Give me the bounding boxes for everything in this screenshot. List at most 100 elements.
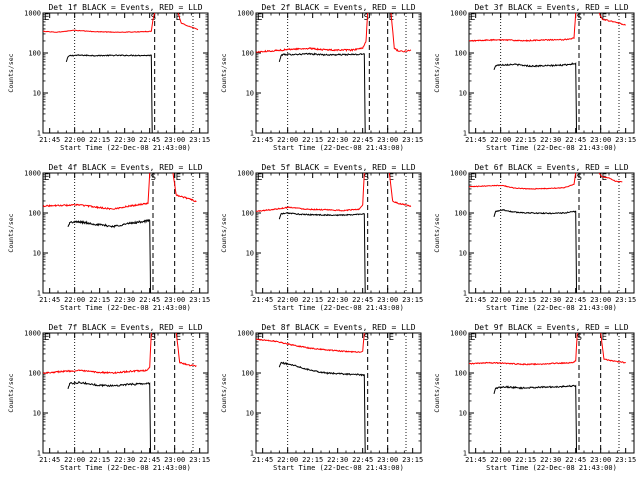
y-tick-label: 10 — [33, 410, 41, 418]
events-series-line — [493, 62, 577, 133]
end-marker-label: E — [602, 13, 607, 23]
y-axis-label: Counts/sec — [7, 373, 15, 412]
y-tick-label: 1 — [37, 450, 41, 458]
x-tick-label: 22:30 — [114, 456, 135, 464]
x-tick-label: 21:45 — [465, 136, 486, 144]
x-tick-label: 23:15 — [189, 456, 210, 464]
corner-marker-label: E — [257, 333, 262, 343]
y-axis-label: Counts/sec — [433, 213, 441, 252]
y-tick-label: 1000 — [450, 330, 467, 338]
x-tick-label: 22:30 — [540, 456, 561, 464]
lld-series-continuation-line — [177, 13, 199, 31]
lld-series-line — [43, 333, 152, 375]
panel-3: Det 3f BLACK = Events, RED = LLD 1 10 100 10… — [433, 3, 636, 152]
x-tick-label: 23:00 — [377, 136, 398, 144]
y-tick-label: 1 — [37, 130, 41, 138]
x-tick-label: 23:15 — [402, 456, 423, 464]
x-tick-label: 22:15 — [89, 296, 110, 304]
y-tick-label: 10 — [246, 250, 254, 258]
y-tick-label: 1 — [250, 290, 254, 298]
events-series-line — [67, 218, 151, 293]
x-tick-label: 22:15 — [515, 136, 536, 144]
x-tick-label: 22:30 — [540, 296, 561, 304]
panel-title: Det 4f BLACK = Events, RED = LLD — [48, 163, 202, 172]
x-tick-label: 22:15 — [89, 456, 110, 464]
y-tick-label: 1000 — [24, 330, 41, 338]
panel-title: Det 1f BLACK = Events, RED = LLD — [48, 3, 202, 12]
panel-1: Det 1f BLACK = Events, RED = LLD 1 10 100 10… — [7, 3, 210, 152]
lld-series-continuation-line — [598, 173, 623, 183]
lld-series-continuation-line — [388, 173, 412, 207]
x-tick-label: 23:15 — [615, 296, 636, 304]
x-tick-label: 22:45 — [565, 456, 586, 464]
start-marker-label: S — [364, 13, 369, 23]
x-tick-label: 22:45 — [565, 296, 586, 304]
plot-frame — [42, 12, 209, 134]
panel-5: Det 5f BLACK = Events, RED = LLD 1 10 100 10… — [220, 163, 423, 312]
y-tick-label: 10 — [33, 90, 41, 98]
y-tick-label: 1 — [463, 450, 467, 458]
corner-marker-label: E — [257, 173, 262, 183]
x-tick-label: 23:00 — [164, 456, 185, 464]
y-tick-label: 1 — [250, 130, 254, 138]
x-tick-label: 22:00 — [277, 296, 298, 304]
x-tick-label: 22:00 — [277, 456, 298, 464]
x-axis-label: Start Time (22-Dec-08 21:43:00) — [486, 464, 617, 472]
x-tick-label: 22:30 — [327, 296, 348, 304]
y-tick-label: 100 — [28, 50, 41, 58]
x-tick-label: 23:00 — [590, 456, 611, 464]
x-tick-label: 21:45 — [252, 456, 273, 464]
end-marker-label: E — [176, 333, 181, 343]
x-tick-label: 22:30 — [327, 456, 348, 464]
panel-title: Det 5f BLACK = Events, RED = LLD — [261, 163, 415, 172]
x-axis-label: Start Time (22-Dec-08 21:43:00) — [273, 304, 404, 312]
y-axis-label: Counts/sec — [220, 373, 228, 412]
y-tick-label: 100 — [454, 50, 467, 58]
x-tick-label: 23:15 — [189, 296, 210, 304]
plot-frame — [468, 12, 635, 134]
x-tick-label: 22:00 — [490, 456, 511, 464]
x-tick-label: 22:15 — [89, 136, 110, 144]
y-tick-label: 10 — [459, 410, 467, 418]
corner-marker-label: E — [44, 333, 49, 343]
plot-frame — [468, 332, 635, 454]
panel-7: Det 7f BLACK = Events, RED = LLD 1 10 100 10… — [7, 323, 210, 472]
y-tick-label: 100 — [454, 370, 467, 378]
start-marker-label: S — [577, 173, 582, 183]
x-tick-label: 22:45 — [565, 136, 586, 144]
x-axis-label: Start Time (22-Dec-08 21:43:00) — [60, 464, 191, 472]
x-tick-label: 23:00 — [164, 136, 185, 144]
lld-series-line — [43, 13, 156, 33]
x-tick-label: 22:30 — [114, 296, 135, 304]
y-axis-label: Counts/sec — [220, 53, 228, 92]
x-tick-label: 22:15 — [302, 136, 323, 144]
end-marker-label: E — [176, 173, 181, 183]
x-tick-label: 22:15 — [302, 296, 323, 304]
x-tick-label: 22:00 — [64, 136, 85, 144]
lld-series-continuation-line — [172, 173, 197, 203]
panel-title: Det 2f BLACK = Events, RED = LLD — [261, 3, 415, 12]
plot-frame — [42, 332, 209, 454]
x-tick-label: 22:45 — [139, 296, 160, 304]
x-tick-label: 22:00 — [64, 296, 85, 304]
x-tick-label: 22:45 — [352, 296, 373, 304]
y-tick-label: 100 — [28, 210, 41, 218]
lld-series-line — [469, 173, 577, 190]
x-tick-label: 23:15 — [402, 136, 423, 144]
x-tick-label: 22:00 — [490, 136, 511, 144]
start-marker-label: S — [151, 333, 156, 343]
panel-title: Det 9f BLACK = Events, RED = LLD — [474, 323, 628, 332]
y-tick-label: 1000 — [237, 10, 254, 18]
x-tick-label: 21:45 — [39, 296, 60, 304]
y-tick-label: 1000 — [24, 170, 41, 178]
y-tick-label: 10 — [33, 250, 41, 258]
y-tick-label: 1 — [37, 290, 41, 298]
y-axis-label: Counts/sec — [433, 373, 441, 412]
y-tick-label: 100 — [454, 210, 467, 218]
corner-marker-label: E — [44, 173, 49, 183]
lld-series-line — [43, 173, 151, 211]
x-tick-label: 22:30 — [327, 136, 348, 144]
corner-marker-label: E — [470, 173, 475, 183]
x-tick-label: 21:45 — [39, 136, 60, 144]
x-axis-label: Start Time (22-Dec-08 21:43:00) — [486, 304, 617, 312]
